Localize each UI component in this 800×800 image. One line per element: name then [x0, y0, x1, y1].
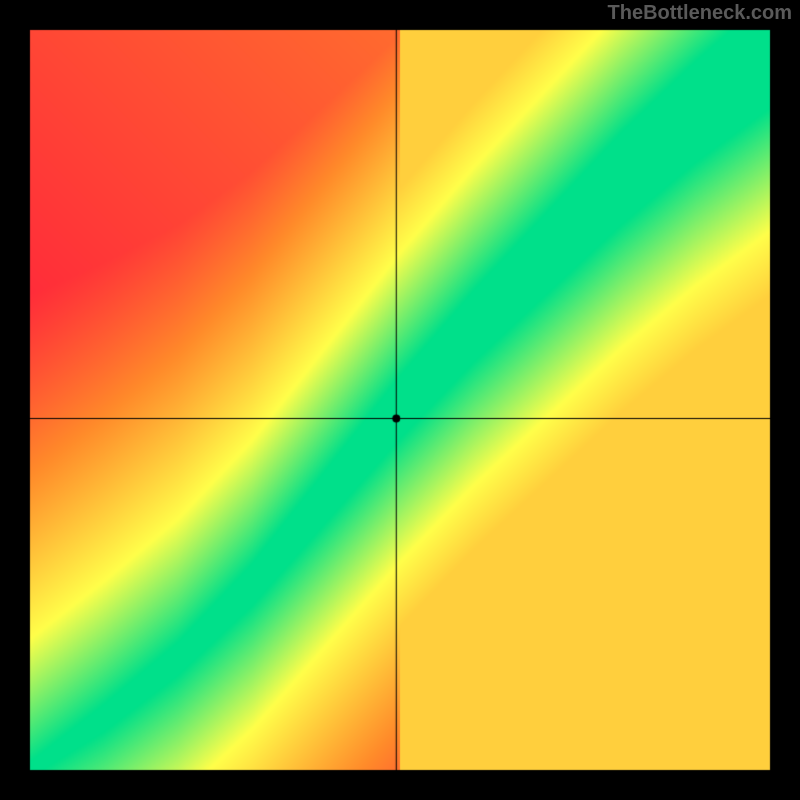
chart-container: TheBottleneck.com — [0, 0, 800, 800]
heatmap-canvas — [0, 0, 800, 800]
watermark-text: TheBottleneck.com — [608, 2, 792, 25]
